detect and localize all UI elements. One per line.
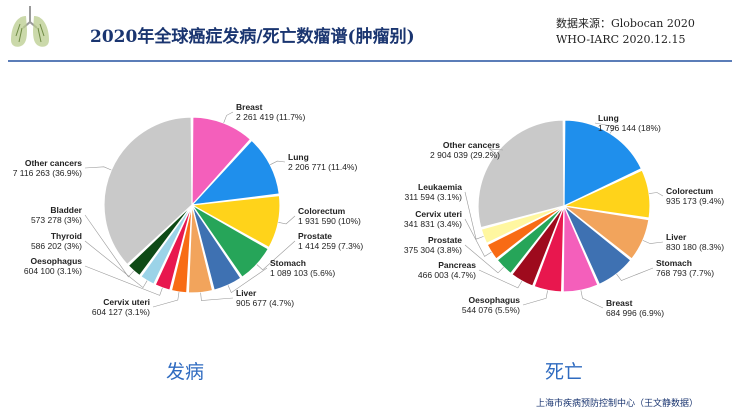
mortality-label-value: 2 904 039 (29.2%) [430, 150, 500, 160]
incidence-label-value: 1 414 259 (7.3%) [298, 241, 363, 251]
mortality-label-name: Other cancers [443, 140, 500, 150]
mortality-label-value: 830 180 (8.3%) [666, 242, 724, 252]
mortality-label-value: 544 076 (5.5%) [462, 305, 520, 315]
incidence-slice-oesophagus [154, 204, 193, 291]
incidence-label-value: 2 206 771 (11.4%) [288, 162, 357, 172]
source-line: 数据来源：Globocan 2020 [556, 17, 695, 30]
incidence-caption: 发病 [166, 361, 205, 383]
incidence-label-value: 905 677 (4.7%) [236, 298, 294, 308]
footer-credit: 上海市疾病预防控制中心（王文静数据） [536, 399, 699, 409]
incidence-leader-line [256, 240, 296, 271]
incidence-leader-line [152, 291, 180, 308]
mortality-label-value: 375 304 (3.8%) [404, 245, 462, 255]
incidence-leader-line [278, 215, 296, 225]
incidence-label-name: Breast [236, 102, 263, 112]
mortality-label-name: Breast [606, 298, 633, 308]
incidence-label-name: Oesophagus [31, 256, 83, 266]
mortality-label-value: 935 173 (9.4%) [666, 196, 724, 206]
incidence-slice-liver [187, 204, 214, 294]
incidence-leader-line [223, 111, 234, 124]
mortality-label-name: Cervix uteri [415, 209, 462, 219]
mortality-leader-line [522, 290, 548, 306]
mortality-leader-line [464, 218, 492, 257]
incidence-label-value: 586 202 (3%) [31, 241, 82, 251]
incidence-label-name: Lung [288, 152, 309, 162]
mortality-leader-line [642, 240, 664, 244]
incidence-slice-breast [191, 116, 252, 207]
page-title: 2020年全球癌症发病/死亡数瘤谱(肿瘤别) [90, 27, 415, 47]
mortality-leader-line [616, 267, 654, 281]
incidence-leader-line [84, 214, 134, 278]
incidence-leader-line [270, 160, 286, 165]
mortality-slice-other-cancers [477, 119, 565, 229]
mortality-label-name: Pancreas [438, 260, 476, 270]
header-divider [8, 60, 732, 62]
mortality-label-name: Leukaemia [418, 182, 462, 192]
mortality-leader-line [649, 192, 664, 197]
mortality-leader-line [594, 122, 615, 134]
source-date-line: WHO-IARC 2020.12.15 [556, 33, 686, 46]
mortality-label-value: 341 831 (3.4%) [404, 219, 462, 229]
mortality-caption: 死亡 [545, 361, 584, 383]
incidence-label-name: Bladder [50, 205, 82, 215]
incidence-label-name: Other cancers [25, 158, 82, 168]
incidence-leader-line [84, 240, 148, 289]
mortality-label-name: Colorectum [666, 186, 714, 196]
incidence-leader-line [84, 166, 112, 171]
incidence-slice-colorectum [190, 194, 281, 249]
incidence-leader-line [84, 265, 163, 296]
mortality-slice-pancreas [511, 205, 565, 287]
incidence-leader-line [227, 267, 268, 294]
incidence-leader-line [200, 292, 234, 301]
mortality-label-name: Liver [666, 232, 687, 242]
incidence-label-value: 604 100 (3.1%) [24, 266, 82, 276]
incidence-label-value: 1 931 590 (10%) [298, 216, 361, 226]
mortality-label-value: 1 796 144 (18%) [598, 123, 661, 133]
mortality-leader-line [464, 244, 504, 274]
incidence-label-value: 1 089 103 (5.6%) [270, 268, 335, 278]
mortality-label-value: 311 594 (3.1%) [405, 192, 463, 202]
data-source: 数据来源：Globocan 2020 WHO-IARC 2020.12.15 [556, 16, 695, 48]
mortality-slice-breast [562, 205, 599, 293]
mortality-label-value: 768 793 (7.7%) [656, 268, 714, 278]
incidence-label-name: Stomach [270, 258, 306, 268]
incidence-slice-stomach [191, 204, 242, 291]
mortality-label-name: Prostate [428, 235, 462, 245]
incidence-slice-thyroid [139, 204, 193, 286]
mortality-label-name: Oesophagus [469, 295, 521, 305]
mortality-slice-cervix-uteri [486, 205, 565, 260]
incidence-label-value: 2 261 419 (11.7%) [236, 112, 305, 122]
incidence-label-name: Prostate [298, 231, 332, 241]
mortality-leader-line [464, 191, 484, 240]
mortality-label-value: 466 003 (4.7%) [418, 270, 476, 280]
mortality-slice-lung [563, 119, 643, 207]
incidence-label-name: Colorectum [298, 206, 346, 216]
mortality-slice-colorectum [561, 169, 651, 219]
incidence-slice-prostate [191, 204, 270, 279]
lungs-logo-icon [11, 6, 49, 47]
incidence-label-name: Thyroid [51, 231, 82, 241]
mortality-leader-line [478, 269, 523, 289]
incidence-label-name: Liver [236, 288, 257, 298]
mortality-label-name: Lung [598, 113, 619, 123]
incidence-label-value: 573 278 (3%) [31, 215, 82, 225]
incidence-label-value: 7 116 263 (36.9%) [13, 168, 82, 178]
mortality-label-value: 684 996 (6.9%) [606, 308, 664, 318]
mortality-label-name: Stomach [656, 258, 692, 268]
incidence-label-value: 604 127 (3.1%) [92, 307, 150, 317]
mortality-leader-line [488, 148, 504, 154]
incidence-label-name: Cervix uteri [103, 297, 150, 307]
mortality-leader-line [580, 290, 604, 309]
